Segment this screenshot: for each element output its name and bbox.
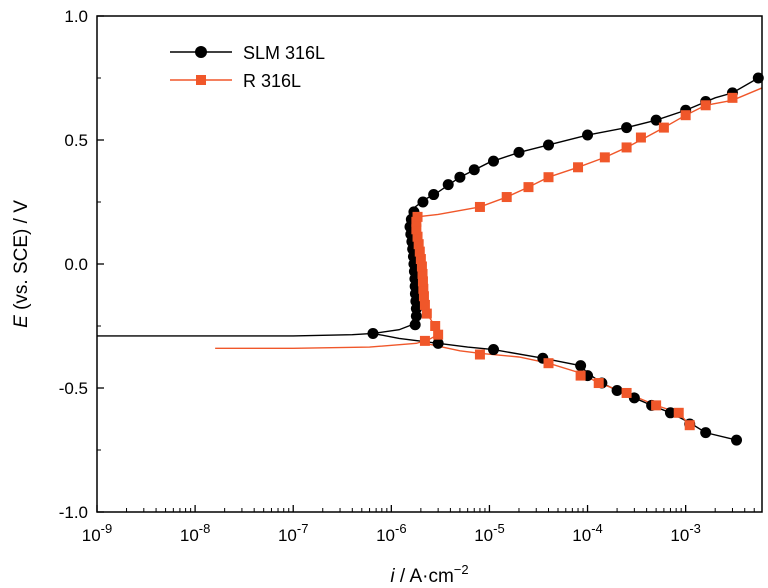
legend: SLM 316L R 316L xyxy=(170,43,325,91)
data-point-r-316l xyxy=(418,291,429,302)
y-axis-label: E (vs. SCE) / V xyxy=(11,200,32,328)
y-tick-label: -0.5 xyxy=(59,379,88,398)
data-point-slm-316l xyxy=(611,384,623,396)
x-tick-label: 10-6 xyxy=(376,521,406,545)
plot-frame xyxy=(96,15,763,513)
data-point-slm-316l xyxy=(650,114,662,126)
data-point-slm-316l xyxy=(432,337,444,349)
data-point-slm-316l xyxy=(487,344,499,356)
data-point-slm-316l xyxy=(664,407,676,419)
data-point-slm-316l xyxy=(575,360,587,372)
y-tick-label: 0.0 xyxy=(64,255,88,274)
x-axis-label-variable: i xyxy=(390,566,395,587)
data-point-r-316l xyxy=(421,308,432,319)
data-point-slm-316l xyxy=(582,129,594,141)
data-point-r-316l xyxy=(673,407,684,418)
data-point-r-316l xyxy=(543,172,554,183)
x-tick-label: 10-5 xyxy=(474,521,504,545)
series-cathodic-line-r-316l xyxy=(424,342,691,426)
data-point-slm-316l xyxy=(487,155,499,167)
x-tick-label: 10-3 xyxy=(670,521,700,545)
data-point-slm-316l xyxy=(428,189,440,201)
data-point-r-316l xyxy=(418,283,429,294)
data-point-r-316l xyxy=(543,358,554,369)
data-point-r-316l xyxy=(575,370,586,381)
data-point-r-316l xyxy=(413,239,424,250)
data-point-r-316l xyxy=(621,142,632,153)
data-point-r-316l xyxy=(416,261,427,272)
x-tick-label: 10-9 xyxy=(82,521,112,545)
data-point-r-316l xyxy=(415,254,426,265)
data-point-slm-316l xyxy=(628,392,640,404)
y-tick-label: -1.0 xyxy=(59,503,88,522)
data-point-r-316l xyxy=(684,420,695,431)
data-point-r-316l xyxy=(621,387,632,398)
data-point-r-316l xyxy=(412,211,423,222)
data-point-slm-316l xyxy=(417,196,429,208)
data-point-r-316l xyxy=(680,110,691,121)
data-point-slm-316l xyxy=(468,164,480,176)
data-point-r-316l xyxy=(501,192,512,203)
series-layer xyxy=(97,72,764,446)
x-axis-label-unit: / xyxy=(395,566,410,587)
y-axis-label-variable: E xyxy=(11,315,32,328)
data-point-slm-316l xyxy=(454,171,466,183)
data-point-r-316l xyxy=(417,268,428,279)
data-point-r-316l xyxy=(727,92,738,103)
data-point-r-316l xyxy=(474,349,485,360)
data-point-slm-316l xyxy=(700,427,712,439)
data-point-r-316l xyxy=(411,224,422,235)
data-point-r-316l xyxy=(523,182,534,193)
legend-marker-slm-316l xyxy=(195,46,207,58)
data-point-slm-316l xyxy=(752,72,764,84)
y-tick-label: 0.5 xyxy=(64,131,88,150)
data-point-slm-316l xyxy=(731,434,743,446)
y-axis-label-rest-text: (vs. SCE) / V xyxy=(11,200,32,310)
data-point-r-316l xyxy=(419,299,430,310)
y-tick-label: 1.0 xyxy=(64,7,88,26)
x-axis-label: i / A·cm−2 xyxy=(390,562,468,587)
legend-marker-r-316l xyxy=(196,75,206,85)
x-axis-label-unit-text: A·cm xyxy=(409,566,453,587)
data-point-r-316l xyxy=(414,246,425,257)
data-point-r-316l xyxy=(430,321,441,331)
x-tick-label: 10-8 xyxy=(180,521,210,545)
x-tick-label: 10-4 xyxy=(572,521,602,545)
data-point-r-316l xyxy=(433,329,444,340)
data-point-r-316l xyxy=(417,276,428,287)
axes-layer: 10-9 10-8 10-7 10-6 10-5 10-4 10-3 1.0 0.5 0.0 -0.… xyxy=(59,7,763,545)
data-point-slm-316l xyxy=(442,179,454,191)
x-axis-label-exponent: −2 xyxy=(454,562,469,577)
data-point-r-316l xyxy=(651,400,662,411)
data-point-r-316l xyxy=(412,231,423,242)
data-point-slm-316l xyxy=(621,122,633,134)
data-point-slm-316l xyxy=(513,146,525,158)
legend-label-slm-316l: SLM 316L xyxy=(243,43,325,63)
data-point-r-316l xyxy=(593,378,604,389)
data-point-r-316l xyxy=(573,162,584,173)
data-point-r-316l xyxy=(474,201,485,212)
legend-label-r-316l: R 316L xyxy=(243,71,301,91)
data-point-r-316l xyxy=(700,100,711,111)
series-line-r-316l xyxy=(215,87,763,350)
data-point-r-316l xyxy=(599,152,610,163)
data-point-r-316l xyxy=(658,122,669,133)
data-point-r-316l xyxy=(419,335,430,346)
data-point-slm-316l xyxy=(367,327,379,339)
data-point-slm-316l xyxy=(543,139,555,151)
series-cathodic-line-slm-316l xyxy=(372,332,737,441)
x-tick-label: 10-7 xyxy=(278,521,308,545)
data-point-r-316l xyxy=(635,132,646,143)
data-point-slm-316l xyxy=(409,319,421,331)
